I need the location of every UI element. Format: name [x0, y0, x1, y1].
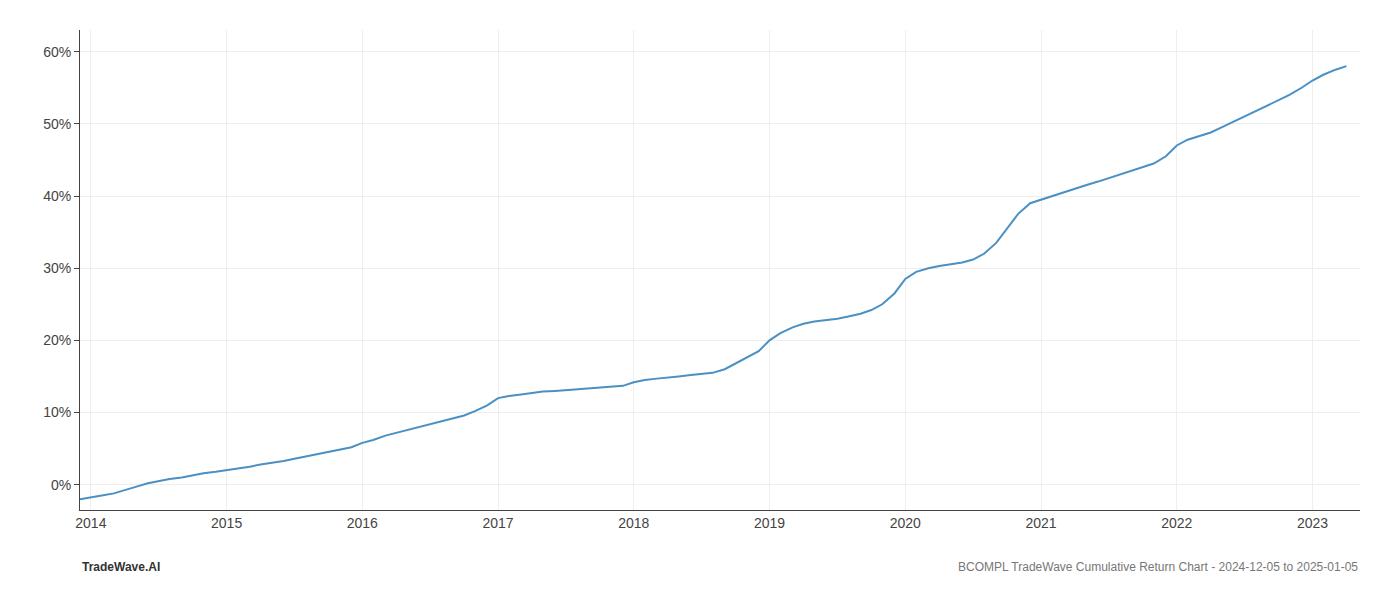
- svg-text:40%: 40%: [43, 188, 71, 204]
- svg-text:2022: 2022: [1161, 515, 1192, 531]
- svg-text:50%: 50%: [43, 116, 71, 132]
- svg-text:2014: 2014: [75, 515, 106, 531]
- svg-text:2016: 2016: [347, 515, 378, 531]
- svg-text:TradeWave.AI: TradeWave.AI: [82, 560, 160, 574]
- svg-text:60%: 60%: [43, 44, 71, 60]
- svg-text:10%: 10%: [43, 404, 71, 420]
- svg-text:0%: 0%: [51, 477, 71, 493]
- svg-text:2018: 2018: [618, 515, 649, 531]
- svg-text:2019: 2019: [754, 515, 785, 531]
- svg-text:BCOMPL TradeWave Cumulative Re: BCOMPL TradeWave Cumulative Return Chart…: [958, 560, 1358, 574]
- svg-text:20%: 20%: [43, 332, 71, 348]
- svg-text:2023: 2023: [1297, 515, 1328, 531]
- svg-text:2020: 2020: [890, 515, 921, 531]
- svg-text:2015: 2015: [211, 515, 242, 531]
- svg-text:2017: 2017: [482, 515, 513, 531]
- svg-text:2021: 2021: [1025, 515, 1056, 531]
- svg-text:30%: 30%: [43, 260, 71, 276]
